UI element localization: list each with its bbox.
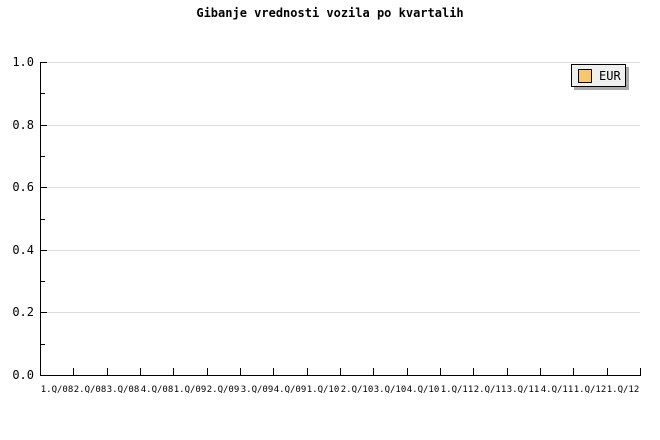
y-tick-label: 1.0 [12, 55, 34, 69]
y-gridline [40, 312, 640, 313]
x-tick [73, 368, 74, 375]
x-tick [407, 368, 408, 375]
x-tick-label: 4.Q/10 [406, 385, 440, 395]
y-minor-tick [40, 344, 45, 345]
y-tick-label: 0.2 [12, 305, 34, 319]
x-tick [340, 368, 341, 375]
x-tick-label: 1.Q/12 [573, 385, 607, 395]
x-tick [107, 368, 108, 375]
legend-label-eur: EUR [599, 68, 621, 83]
y-gridline [40, 250, 640, 251]
y-gridline [40, 187, 640, 188]
x-tick [440, 368, 441, 375]
x-tick-label: 1.Q/08 [40, 385, 74, 395]
x-tick [40, 368, 41, 375]
x-tick-label: 4.Q/09 [273, 385, 307, 395]
x-tick [640, 368, 641, 375]
y-tick-label: 0.4 [12, 243, 34, 257]
x-tick [173, 368, 174, 375]
y-tick-label: 0.0 [12, 368, 34, 382]
x-tick-label: 2.Q/11 [473, 385, 507, 395]
y-minor-tick [40, 219, 45, 220]
x-tick-label: 4.Q/11 [540, 385, 574, 395]
y-tick-label: 0.6 [12, 180, 34, 194]
x-tick-label: 1.Q/10 [306, 385, 340, 395]
x-tick-label: 3.Q/09 [240, 385, 274, 395]
x-tick [573, 368, 574, 375]
y-major-tick [40, 187, 47, 188]
y-tick-label: 0.8 [12, 118, 34, 132]
y-major-tick [40, 62, 47, 63]
x-tick-label: 3.Q/11 [506, 385, 540, 395]
x-tick [307, 368, 308, 375]
y-major-tick [40, 125, 47, 126]
x-tick [240, 368, 241, 375]
y-minor-tick [40, 281, 45, 282]
x-tick [507, 368, 508, 375]
legend-swatch-eur [578, 68, 592, 83]
x-tick-label: 1.Q/11 [440, 385, 474, 395]
x-tick [540, 368, 541, 375]
chart-title: Gibanje vrednosti vozila po kvartalih [196, 6, 464, 20]
x-tick [140, 368, 141, 375]
x-tick-label: 4.Q/08 [140, 385, 174, 395]
x-tick [607, 368, 608, 375]
y-minor-tick [40, 156, 45, 157]
y-gridline [40, 125, 640, 126]
y-gridline [40, 62, 640, 63]
x-tick [473, 368, 474, 375]
x-tick-label: 1.Q/09 [173, 385, 207, 395]
x-tick-label: 2.Q/09 [206, 385, 240, 395]
y-axis [40, 62, 41, 376]
y-minor-tick [40, 93, 45, 94]
x-tick [373, 368, 374, 375]
x-tick [273, 368, 274, 375]
y-major-tick [40, 250, 47, 251]
x-tick-label: 3.Q/08 [106, 385, 140, 395]
y-major-tick [40, 312, 47, 313]
x-tick-label: 2.Q/08 [73, 385, 107, 395]
legend: EUR [571, 64, 626, 87]
x-tick [207, 368, 208, 375]
x-tick-label: 1.Q/12 [606, 385, 640, 395]
x-tick-label: 2.Q/10 [340, 385, 374, 395]
x-tick-label: 3.Q/10 [373, 385, 407, 395]
x-axis [40, 375, 641, 376]
